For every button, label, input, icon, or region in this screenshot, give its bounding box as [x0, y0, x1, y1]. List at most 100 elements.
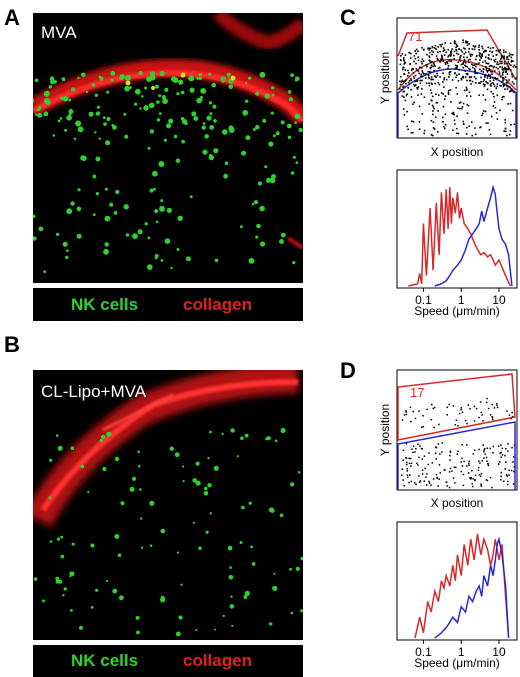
track-point: [489, 69, 491, 72]
track-point: [508, 63, 511, 65]
track-point: [471, 485, 474, 488]
track-point: [403, 414, 406, 416]
track-point: [445, 78, 448, 81]
track-point: [462, 63, 464, 65]
track-point: [501, 96, 504, 98]
nk-cell-dot: [290, 611, 294, 615]
track-point: [434, 75, 436, 77]
track-point: [413, 55, 416, 57]
track-point: [403, 485, 405, 487]
nk-cell-dot: [288, 97, 293, 102]
track-point: [418, 66, 421, 68]
track-point: [502, 83, 505, 86]
nk-cell-dot: [160, 528, 166, 534]
track-point: [449, 459, 451, 461]
nk-cell-dot: [112, 125, 117, 130]
track-point: [478, 46, 480, 48]
track-point: [421, 62, 423, 65]
track-point: [461, 444, 463, 446]
track-point: [510, 64, 512, 66]
nk-cell-dot: [66, 208, 73, 215]
nk-cell-dot: [214, 628, 216, 631]
nk-cell-dot: [195, 628, 198, 631]
track-point: [417, 86, 420, 88]
nk-cell-dot: [71, 87, 76, 92]
track-point: [431, 45, 434, 48]
track-point: [478, 448, 480, 451]
track-point: [418, 481, 421, 483]
nk-cell-dot: [180, 90, 185, 95]
track-point: [505, 84, 508, 87]
nk-cell-dot: [153, 187, 156, 191]
track-point: [468, 91, 471, 94]
track-point: [464, 48, 466, 50]
nk-cell-dot: [71, 542, 75, 546]
track-point: [418, 105, 421, 108]
track-point: [451, 79, 454, 81]
nk-cell-dot: [266, 177, 272, 183]
scatter-points-c: [399, 39, 517, 137]
track-point: [506, 73, 509, 75]
nk-cell-dot: [70, 446, 75, 450]
track-point: [508, 133, 511, 136]
nk-cell-dot: [48, 85, 52, 89]
track-point: [403, 85, 405, 88]
track-point: [501, 74, 504, 76]
track-point: [499, 62, 501, 65]
nk-cell-dot: [90, 606, 94, 609]
nk-cell-dot: [163, 138, 167, 142]
nk-cell-dot: [158, 161, 165, 167]
track-point: [401, 68, 404, 71]
track-point: [501, 60, 503, 63]
track-point: [447, 91, 450, 94]
scatter-frame-d: [396, 369, 518, 491]
nk-cell-dot: [160, 259, 164, 262]
track-point: [483, 110, 485, 112]
track-point: [431, 134, 434, 137]
nk-cell-dot: [85, 90, 89, 94]
track-point: [404, 69, 407, 71]
nk-cell-dot: [176, 551, 180, 554]
track-point: [421, 47, 423, 49]
track-point: [429, 67, 432, 69]
track-point: [435, 473, 438, 476]
track-point: [456, 115, 458, 117]
track-point: [421, 88, 423, 90]
track-point: [454, 123, 456, 125]
track-point: [487, 69, 489, 72]
track-point: [480, 483, 482, 485]
track-point: [453, 57, 455, 60]
track-point: [417, 464, 419, 466]
track-point: [450, 50, 453, 52]
track-point: [497, 67, 499, 70]
track-point: [454, 42, 457, 45]
nk-cell-dot: [103, 248, 109, 255]
track-point: [470, 478, 472, 480]
nk-cell-dot: [256, 223, 261, 229]
nk-cell-dot: [55, 579, 60, 584]
track-point: [437, 485, 439, 487]
track-point: [487, 122, 489, 124]
track-point: [447, 48, 450, 51]
track-point: [414, 74, 417, 77]
track-point: [456, 67, 458, 70]
track-point: [412, 75, 415, 78]
track-point: [512, 483, 515, 485]
track-point: [450, 52, 452, 54]
track-point: [511, 415, 514, 418]
track-point: [504, 127, 507, 130]
track-point: [507, 103, 509, 105]
track-point: [435, 458, 437, 460]
track-point: [487, 46, 490, 49]
nk-cell-dot: [173, 134, 178, 139]
track-point: [401, 89, 403, 91]
track-point: [495, 112, 498, 114]
track-point: [441, 451, 443, 453]
nk-cell-dot: [140, 546, 144, 549]
speed-series-line: [414, 533, 510, 639]
track-point: [460, 63, 463, 66]
track-point: [460, 77, 463, 80]
track-point: [428, 56, 431, 58]
track-point: [414, 451, 416, 453]
nk-cell-dot: [101, 434, 106, 440]
